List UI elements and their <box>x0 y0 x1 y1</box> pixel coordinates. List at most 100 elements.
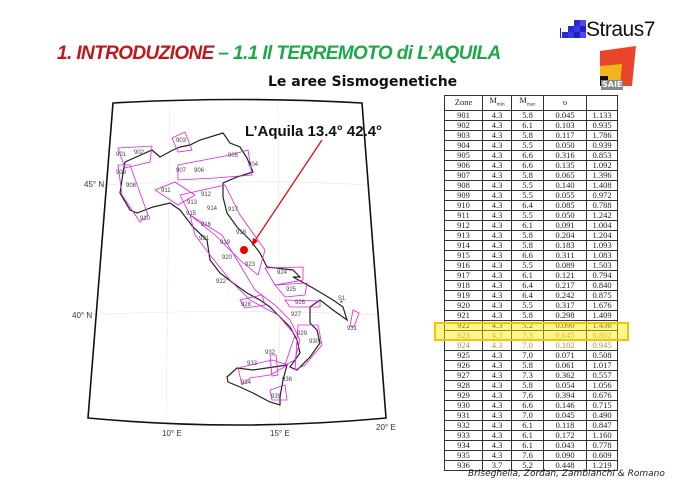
table-row: 924 4.3 7.0 0.102 0.945 <box>428 339 618 351</box>
row-spacer <box>428 270 445 280</box>
table-row: 913 4.3 5.8 0.204 1.204 <box>428 229 618 241</box>
mmax-cell: 7.0 <box>511 339 544 351</box>
nu-cell: 0.050 <box>543 209 587 221</box>
map-frame <box>87 98 387 426</box>
b-cell: 1.204 <box>586 229 618 241</box>
b-cell: 1.004 <box>586 219 618 231</box>
mmin-cell: 4.3 <box>482 149 512 161</box>
mmax-cell: 6.6 <box>511 159 544 171</box>
row-spacer <box>428 180 445 190</box>
mmin-cell: 4.3 <box>482 359 512 371</box>
mmax-cell: 5.8 <box>511 169 544 181</box>
b-cell: 1.219 <box>586 459 618 471</box>
zone-label: 930 <box>309 339 320 345</box>
table-row: 915 4.3 6.6 0.311 1.083 <box>428 249 618 261</box>
table-row: 908 4.3 5.5 0.140 1.408 <box>428 179 618 191</box>
header-nu: υ <box>543 95 587 111</box>
zone-label: 909 <box>116 170 127 176</box>
italy-coastline <box>119 132 349 371</box>
zone-label: 912 <box>201 192 212 198</box>
row-spacer <box>428 250 445 260</box>
row-spacer <box>428 280 445 290</box>
zone-cell: 915 <box>444 249 483 261</box>
mmin-cell: 4.3 <box>482 419 512 431</box>
b-cell: 0.939 <box>586 139 618 151</box>
mmax-cell: 6.4 <box>511 289 544 301</box>
b-cell: 1.160 <box>586 429 618 441</box>
b-cell: 1.786 <box>586 129 618 141</box>
mmax-cell: 5.8 <box>511 359 544 371</box>
table-row: 931 4.3 7.0 0.045 0.490 <box>428 409 618 421</box>
zone-cell: 930 <box>444 399 483 411</box>
zone-cell: 908 <box>444 179 483 191</box>
row-spacer <box>428 310 445 320</box>
mmax-cell: 6.1 <box>511 119 544 131</box>
table-row: 909 4.3 5.5 0.055 0.972 <box>428 189 618 201</box>
table-row: 905 4.3 6.6 0.316 0.853 <box>428 149 618 161</box>
zone-cell: 907 <box>444 169 483 181</box>
row-spacer <box>428 350 445 360</box>
zone-cell: 924 <box>444 339 483 351</box>
row-spacer <box>428 220 445 230</box>
nu-cell: 0.135 <box>543 159 587 171</box>
mmin-cell: 4.3 <box>482 199 512 211</box>
straus7-logo-icon <box>560 20 586 38</box>
b-cell: 1.056 <box>586 379 618 391</box>
zone-label: 914 <box>207 206 218 212</box>
zone-label: 910 <box>140 216 151 222</box>
zone-cell: 933 <box>444 429 483 441</box>
row-spacer <box>428 380 445 390</box>
table-row: 921 4.3 5.8 0.298 1.409 <box>428 309 618 321</box>
header-mmax-text: max <box>526 102 536 108</box>
b-cell: 0.676 <box>586 389 618 401</box>
nu-cell: 0.054 <box>543 379 587 391</box>
zone-label: 924 <box>277 270 288 276</box>
header-mmin-text: min <box>496 102 505 108</box>
table-row: 928 4.3 5.8 0.054 1.056 <box>428 379 618 391</box>
nu-cell: 0.140 <box>543 179 587 191</box>
zone-label: 928 <box>241 302 252 308</box>
nu-cell: 0.117 <box>543 129 587 141</box>
lon-label-20: 20° E <box>376 423 396 432</box>
mmax-cell: 5.5 <box>511 299 544 311</box>
b-cell: 0.778 <box>586 439 618 451</box>
zone-cell: 911 <box>444 209 483 221</box>
nu-cell: 0.118 <box>543 419 587 431</box>
zone-polygons <box>117 131 360 401</box>
zone-label: 901 <box>116 152 127 158</box>
b-cell: 1.092 <box>586 159 618 171</box>
table-row: 914 4.3 5.8 0.183 1.093 <box>428 239 618 251</box>
zone-label: 923 <box>245 262 256 268</box>
zone-label: 904 <box>248 162 259 168</box>
laquila-annotation: L’Aquila 13.4° 42.4° <box>245 123 382 140</box>
table-row: 917 4.3 6.1 0.121 0.794 <box>428 269 618 281</box>
table-row: 902 4.3 6.1 0.103 0.935 <box>428 119 618 131</box>
zone-label: S1 <box>338 296 346 302</box>
lat-label-45: 45° N <box>84 180 104 189</box>
mmin-cell: 4.3 <box>482 229 512 241</box>
zone-label: 919 <box>220 240 231 246</box>
mmax-cell: 6.1 <box>511 439 544 451</box>
zone-cell: 935 <box>444 449 483 461</box>
zone-label: 934 <box>241 380 252 386</box>
row-spacer <box>428 410 445 420</box>
nu-cell: 0.172 <box>543 429 587 441</box>
zone-cell: 934 <box>444 439 483 451</box>
nu-cell: 0.146 <box>543 399 587 411</box>
mmax-cell: 6.1 <box>511 219 544 231</box>
row-spacer <box>428 240 445 250</box>
table-row: 904 4.3 5.5 0.050 0.939 <box>428 139 618 151</box>
mmin-cell: 4.3 <box>482 179 512 191</box>
nu-cell: 0.362 <box>543 369 587 381</box>
nu-cell: 0.045 <box>543 409 587 421</box>
mmax-cell: 5.5 <box>511 209 544 221</box>
zone-cell: 925 <box>444 349 483 361</box>
b-cell: 1.133 <box>586 109 618 121</box>
mmax-cell: 5.8 <box>511 109 544 121</box>
mmax-cell: 5.5 <box>511 259 544 271</box>
mmin-cell: 4.3 <box>482 259 512 271</box>
b-cell: 0.609 <box>586 449 618 461</box>
nu-cell: 0.045 <box>543 109 587 121</box>
zone-label: 916 <box>201 222 212 228</box>
mmax-cell: 5.8 <box>511 229 544 241</box>
